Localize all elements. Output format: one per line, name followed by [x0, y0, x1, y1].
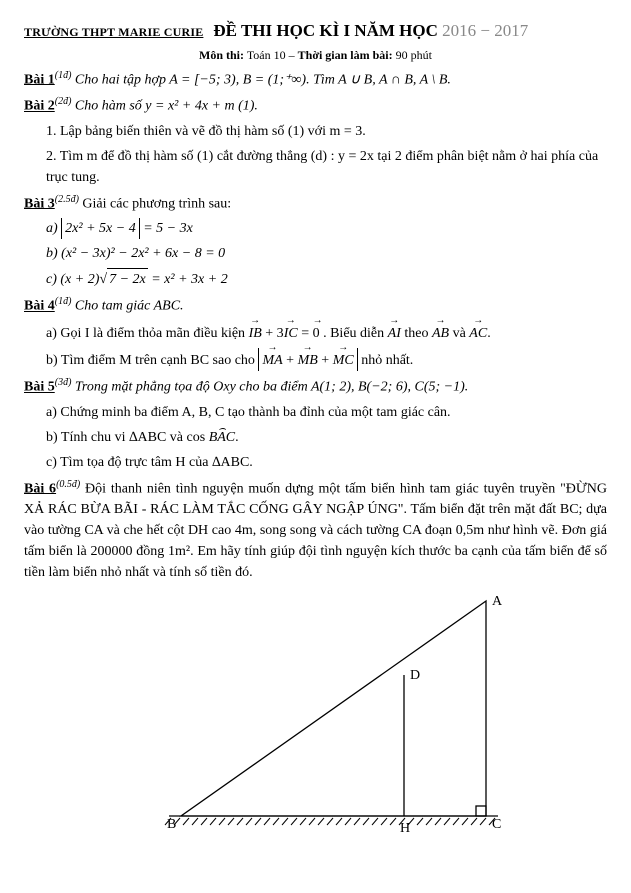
b3c-r: = x² + 3x + 2	[148, 272, 228, 287]
b4a-and: và	[449, 326, 469, 341]
b4a-p: + 3	[262, 326, 284, 341]
vec-IB: IB	[249, 321, 262, 344]
bai6-pts: (0.5đ)	[56, 479, 80, 490]
bai4-text: Cho tam giác ABC.	[71, 299, 183, 314]
svg-text:H: H	[400, 821, 410, 836]
exam-title: ĐỀ THI HỌC KÌ I NĂM HỌC 2016 − 2017	[213, 18, 528, 44]
svg-text:D: D	[410, 668, 420, 683]
time-label: Thời gian làm bài:	[298, 48, 393, 62]
subtitle: Môn thi: Toán 10 – Thời gian làm bài: 90…	[24, 46, 607, 64]
svg-text:C: C	[492, 817, 501, 832]
header: TRƯỜNG THPT MARIE CURIE ĐỀ THI HỌC KÌ I …	[24, 18, 607, 44]
b3c-l: c) (x + 2)	[46, 272, 99, 287]
b4a-t1: a) Gọi I là điểm thỏa mãn điều kiện	[46, 326, 249, 341]
vec-AI: AI	[388, 321, 401, 344]
b3a-abs: 2x² + 5x − 4	[61, 218, 140, 239]
vec-IC: IC	[284, 321, 298, 344]
bai-1: Bài 1(1đ) Cho hai tập hợp A = [−5; 3), B…	[24, 68, 607, 91]
bai2-pts: (2đ)	[55, 96, 72, 107]
triangle-figure: A B C D H	[106, 591, 526, 841]
bai-3: Bài 3(2.5đ) Giải các phương trình sau:	[24, 192, 607, 215]
bai5-a: a) Chứng minh ba điểm A, B, C tạo thành …	[46, 402, 607, 423]
radical-icon	[99, 272, 105, 287]
bai6-text: Đội thanh niên tình nguyện muốn dựng một…	[24, 481, 607, 580]
bai2-item1: 1. Lập bảng biến thiên và vẽ đồ thị hàm …	[46, 121, 607, 142]
bai4-pts: (1đ)	[55, 296, 72, 307]
b5b-t: b) Tính chu vi ∆ABC và cos	[46, 430, 209, 445]
bai2-text: Cho hàm số y = x² + 4x + m (1).	[71, 99, 258, 114]
angle-BAC: BAC	[209, 427, 235, 448]
bai4-b: b) Tìm điểm M trên cạnh BC sao cho MA + …	[46, 348, 607, 371]
bai1-head: Bài 1	[24, 72, 55, 87]
bai-5: Bài 5(3đ) Trong mặt phẳng tọa độ Oxy cho…	[24, 375, 607, 398]
school-name: TRƯỜNG THPT MARIE CURIE	[24, 23, 203, 41]
bai6-head: Bài 6	[24, 481, 56, 496]
b4a-th: theo	[401, 326, 432, 341]
bai2-head: Bài 2	[24, 99, 55, 114]
b5b-d: .	[235, 430, 239, 445]
bai5-head: Bài 5	[24, 380, 55, 395]
time: 90 phút	[396, 48, 432, 62]
bai3-a: a) 2x² + 5x − 4 = 5 − 3x	[46, 218, 607, 239]
bai5-b: b) Tính chu vi ∆ABC và cos BAC.	[46, 427, 607, 448]
bai-2: Bài 2(2đ) Cho hàm số y = x² + 4x + m (1)…	[24, 94, 607, 117]
b4b-end: nhỏ nhất.	[358, 353, 414, 368]
bai1-pts: (1đ)	[55, 70, 72, 81]
bai3-head: Bài 3	[24, 196, 55, 211]
bai5-pts: (3đ)	[55, 377, 72, 388]
vec-MA: MA	[262, 348, 282, 371]
b3a-lbl: a)	[46, 221, 61, 236]
svg-text:B: B	[167, 817, 176, 832]
vec-MB: MB	[298, 348, 318, 371]
vec-AB: AB	[432, 321, 449, 344]
svg-text:A: A	[492, 594, 503, 609]
b4b-abs: MA + MB + MC	[258, 348, 357, 371]
bai5-c: c) Tìm tọa độ trực tâm H của ∆ABC.	[46, 452, 607, 473]
vec-AC: AC	[469, 321, 487, 344]
vec-MC: MC	[333, 348, 354, 371]
b3c-rad: 7 − 2x	[107, 268, 148, 290]
bai-6: Bài 6(0.5đ) Đội thanh niên tình nguyện m…	[24, 477, 607, 584]
bai3-c: c) (x + 2) 7 − 2x = x² + 3x + 2	[46, 268, 607, 290]
bai1-text: Cho hai tập hợp A = [−5; 3), B = (1;⁺∞).…	[71, 72, 450, 87]
b4b-t: b) Tìm điểm M trên cạnh BC sao cho	[46, 353, 258, 368]
bai3-text: Giải các phương trình sau:	[79, 196, 231, 211]
bai3-b: b) (x² − 3x)² − 2x² + 6x − 8 = 0	[46, 243, 607, 264]
bai4-a: a) Gọi I là điểm thỏa mãn điều kiện IB +…	[46, 321, 607, 344]
subject-label: Môn thi:	[199, 48, 244, 62]
b4b-p1: +	[283, 353, 298, 368]
year-text: 2016 − 2017	[442, 21, 528, 40]
b4b-p2: +	[318, 353, 333, 368]
b4a-dot: .	[487, 326, 491, 341]
subject: Toán 10 –	[247, 48, 298, 62]
b4a-d: . Biểu diễn	[320, 326, 388, 341]
b3a-rhs: = 5 − 3x	[140, 221, 193, 236]
bai5-text: Trong mặt phẳng tọa độ Oxy cho ba điểm A…	[71, 380, 468, 395]
bai3-pts: (2.5đ)	[55, 194, 79, 205]
title-text: ĐỀ THI HỌC KÌ I NĂM HỌC	[213, 21, 442, 40]
bai4-head: Bài 4	[24, 299, 55, 314]
bai2-item2: 2. Tìm m để đồ thị hàm số (1) cắt đường …	[46, 146, 607, 188]
b4a-eq: =	[298, 326, 313, 341]
